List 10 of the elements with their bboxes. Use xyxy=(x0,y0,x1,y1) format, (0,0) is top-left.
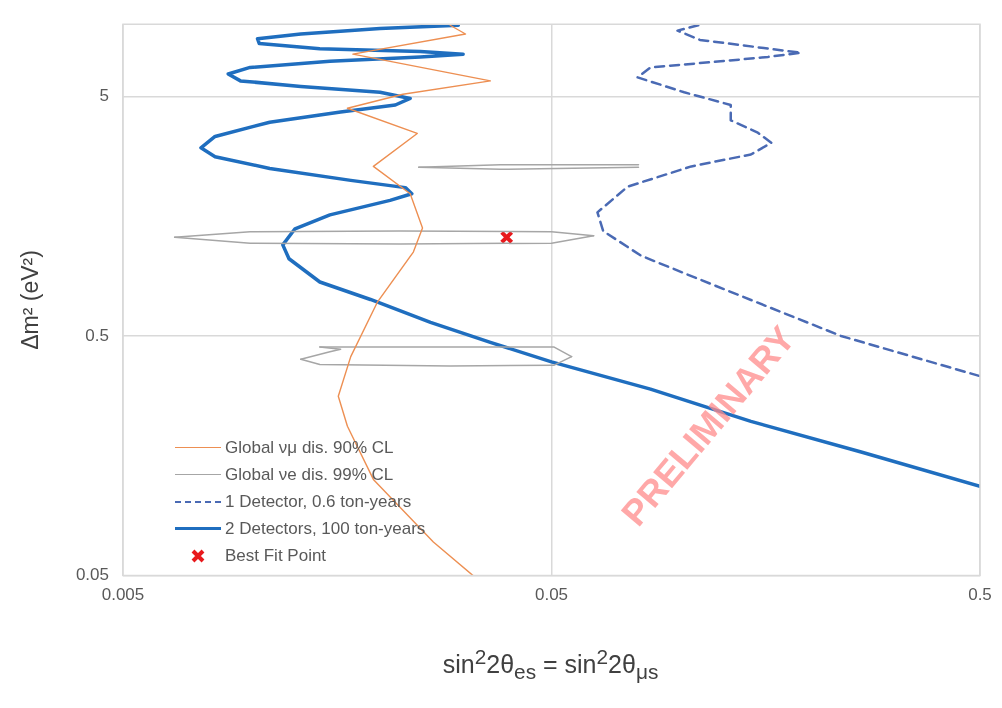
x-tick-label: 0.5 xyxy=(968,585,992,605)
legend-label: Best Fit Point xyxy=(225,545,327,566)
y-tick-label: 0.5 xyxy=(85,325,109,345)
x-tick-label: 0.05 xyxy=(534,585,569,605)
y-tick-label: 5 xyxy=(99,86,109,106)
y-tick-label: 0.05 xyxy=(75,565,109,585)
x-tick-label: 0.005 xyxy=(101,585,145,605)
x-axis-title: sin$^{2}$2θ$_{es}$ = sin$^{2}$2θ$_{μs}$ xyxy=(441,645,660,685)
legend-label: Global νe dis. 99% CL xyxy=(225,464,394,485)
y-axis-title: Δm² (eV²) xyxy=(17,250,44,350)
